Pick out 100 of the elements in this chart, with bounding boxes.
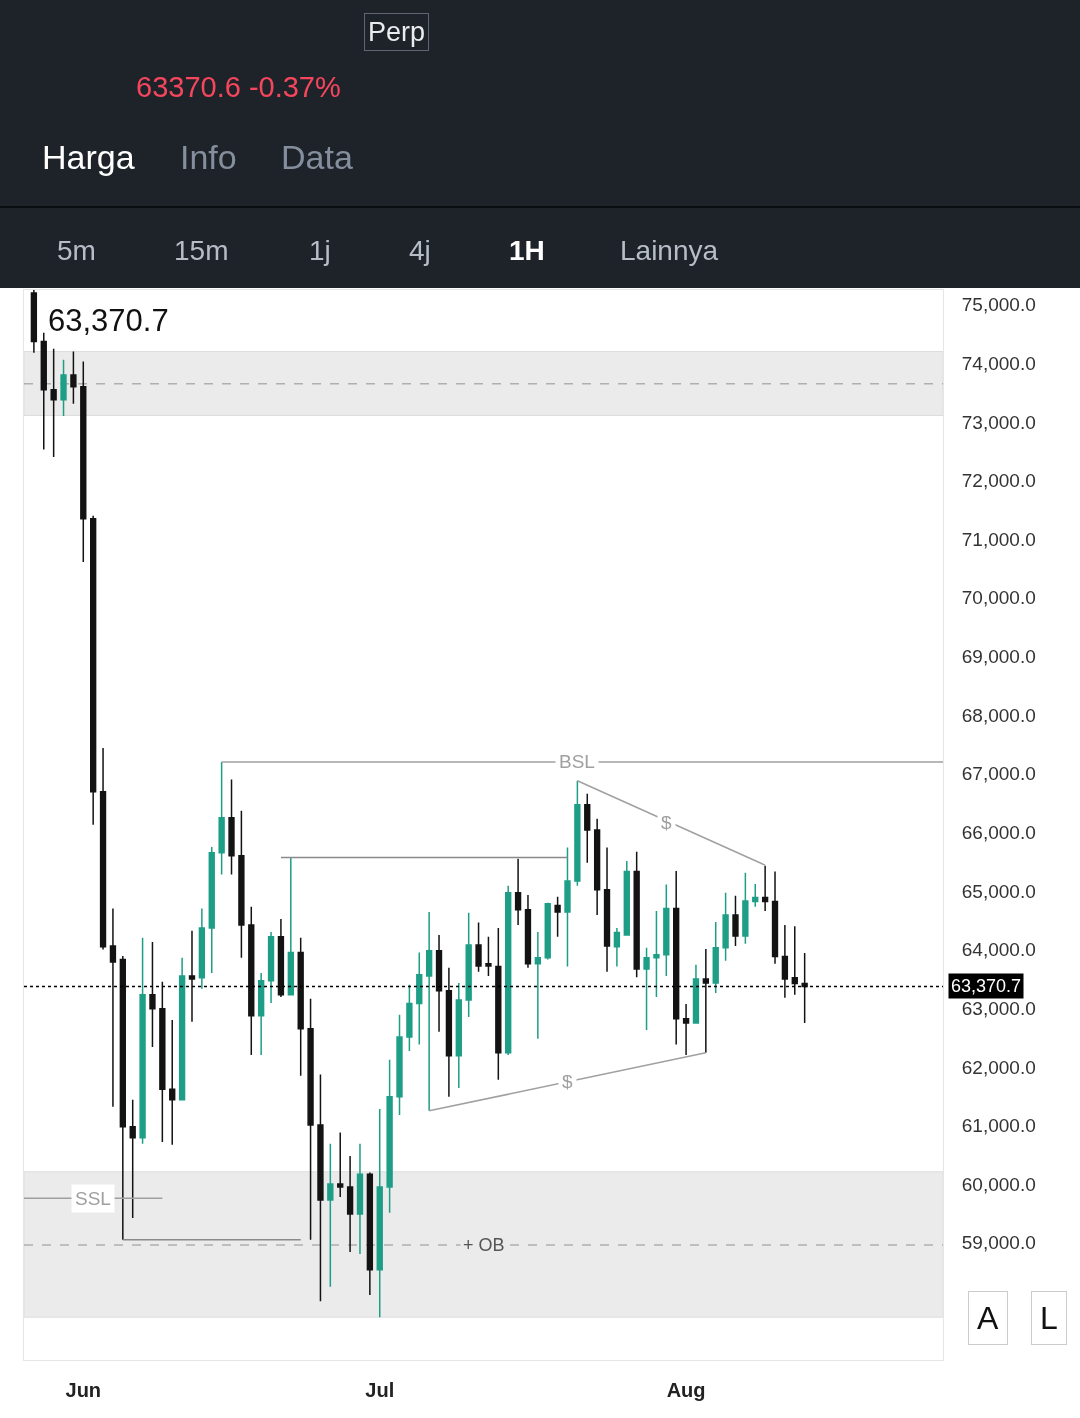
- candlestick: [801, 952, 808, 1024]
- candlestick: [159, 981, 166, 1143]
- candlestick: [267, 931, 275, 1004]
- candlestick: [633, 850, 640, 978]
- candlestick: [307, 998, 314, 1241]
- ref-line-label: + OB: [463, 1235, 505, 1255]
- y-tick-label: 66,000.0: [961, 821, 1036, 843]
- candlestick: [297, 937, 304, 1077]
- candlestick: [188, 930, 196, 1023]
- candlestick: [742, 872, 749, 945]
- candlestick: [445, 967, 453, 1098]
- candlestick: [376, 1108, 383, 1318]
- candlestick: [613, 927, 621, 968]
- y-tick-label: 74,000.0: [961, 352, 1036, 374]
- candlestick: [356, 1142, 364, 1255]
- text: Info: [180, 138, 237, 176]
- y-tick-label: 72,000.0: [961, 470, 1036, 492]
- candlestick: [475, 921, 482, 973]
- candlestick: [337, 1131, 344, 1198]
- candlestick: [208, 846, 215, 974]
- candlestick: [238, 809, 245, 959]
- candlestick: [653, 910, 660, 998]
- y-tick-label: 73,000.0: [961, 411, 1036, 433]
- y-tick-label: 65,000.0: [961, 880, 1036, 902]
- candlestick: [771, 870, 779, 965]
- candlestick: [781, 924, 789, 999]
- candlestick: [791, 925, 798, 996]
- text: 1H: [509, 235, 545, 266]
- candlestick: [178, 957, 186, 1101]
- y-tick-label: 62,000.0: [961, 1056, 1036, 1078]
- candlestick: [722, 891, 729, 962]
- candlestick: [70, 350, 77, 405]
- chart-title: Perp: [368, 17, 426, 47]
- candlestick: [761, 865, 769, 912]
- candlestick: [505, 884, 512, 1056]
- y-tick-label: 68,000.0: [961, 704, 1036, 726]
- candlestick: [682, 1003, 690, 1056]
- candlestick: [544, 901, 551, 961]
- candlestick: [99, 747, 107, 951]
- text: 15m: [174, 235, 229, 266]
- candlestick: [218, 761, 225, 876]
- candlestick: [287, 856, 294, 996]
- candlestick: [139, 937, 146, 1145]
- candlestick: [495, 927, 502, 1081]
- x-tick-label: Aug: [666, 1379, 706, 1401]
- candlestick: [109, 907, 117, 1108]
- y-tick-label: 75,000.0: [961, 294, 1036, 316]
- candlestick: [673, 870, 680, 1046]
- candlestick: [534, 931, 542, 1040]
- candlestick: [712, 921, 719, 994]
- candlestick: [277, 918, 285, 998]
- series-label: $: [661, 812, 672, 833]
- candlestick: [574, 779, 581, 887]
- candlestick: [90, 514, 97, 826]
- chart-subtitle: 63370.6 -0.37%: [136, 71, 341, 103]
- candlestick: [603, 846, 611, 973]
- candlestick: [435, 934, 443, 1033]
- text: Data: [281, 138, 353, 176]
- x-tick-label: Jun: [65, 1379, 102, 1401]
- candlestick: [702, 948, 710, 1054]
- candlestick: [50, 347, 57, 458]
- candlestick: [584, 792, 591, 864]
- candlestick: [169, 1019, 176, 1146]
- candlestick: [40, 332, 47, 451]
- candlestick: [455, 982, 462, 1089]
- candlestick: [396, 1013, 403, 1116]
- candlestick: [257, 972, 265, 1056]
- y-tick-label: 60,000.0: [961, 1173, 1036, 1195]
- candlestick: [623, 860, 630, 936]
- text: A: [977, 1300, 999, 1336]
- ref-line-label: 63,370.7: [951, 976, 1022, 996]
- candlestick: [564, 846, 571, 968]
- x-tick-label: Jul: [365, 1379, 395, 1401]
- series-label: BSL: [559, 751, 595, 772]
- candlestick: [346, 1155, 354, 1253]
- candlestick: [643, 947, 650, 1031]
- candlestick: [663, 883, 670, 977]
- candlestick: [485, 935, 492, 977]
- text: 5m: [57, 235, 96, 266]
- y-tick-label: 59,000.0: [961, 1232, 1036, 1254]
- candlestick: [593, 818, 601, 916]
- y-tick-label: 67,000.0: [961, 763, 1036, 785]
- candlestick: [752, 883, 759, 908]
- y-tick-label: 69,000.0: [961, 646, 1036, 668]
- y-tick-label: 64,000.0: [961, 939, 1036, 961]
- candlestick: [327, 1142, 334, 1288]
- candlestick: [554, 896, 561, 938]
- candlestick: [129, 1098, 136, 1219]
- candlestick: [366, 1171, 374, 1296]
- candlestick: [80, 360, 87, 563]
- series-label: SSL: [75, 1188, 111, 1209]
- candlestick: [119, 955, 126, 1241]
- y-tick-label: 63,000.0: [961, 997, 1036, 1019]
- candlestick: [465, 911, 472, 1018]
- text: 1j: [309, 235, 331, 266]
- candlestick: [416, 951, 423, 1046]
- candlestick: [317, 1073, 324, 1303]
- text: L: [1040, 1300, 1058, 1336]
- candlestick: [692, 964, 700, 1024]
- y-tick-label: 61,000.0: [961, 1115, 1036, 1137]
